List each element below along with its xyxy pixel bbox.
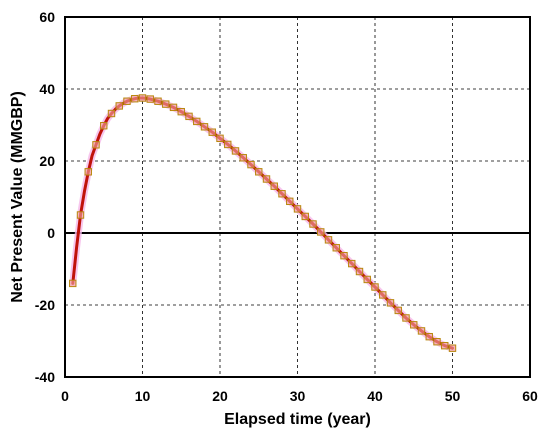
y-axis-title: Net Present Value (MMGBP) [9, 91, 26, 303]
data-point-marker [379, 291, 387, 299]
y-tick-label: 0 [47, 225, 55, 241]
x-tick-label: 0 [61, 388, 69, 404]
data-point-marker [386, 299, 395, 307]
plot-area-frame [64, 16, 531, 378]
data-point-marker [239, 154, 247, 162]
data-point-marker [262, 175, 271, 183]
data-point-marker [309, 220, 317, 228]
data-point-marker [301, 212, 309, 221]
data-point-marker [255, 168, 263, 176]
data-point-marker [417, 327, 426, 335]
data-point-marker [84, 168, 92, 176]
data-point-marker [162, 100, 170, 108]
data-point-marker [115, 102, 123, 110]
y-tick-label: -20 [35, 297, 55, 313]
data-point-marker [363, 275, 371, 284]
data-point-marker [123, 97, 131, 105]
data-point-marker [317, 228, 325, 236]
data-point-marker [224, 140, 232, 149]
data-point-marker [100, 122, 108, 130]
data-point-marker [169, 103, 178, 112]
data-point-marker [348, 259, 356, 268]
data-point-marker [131, 95, 139, 103]
data-point-marker [76, 211, 85, 219]
x-tick-label: 40 [367, 388, 383, 404]
data-point-marker [332, 244, 340, 252]
y-tick-label: 40 [39, 81, 55, 97]
x-tick-label: 60 [522, 388, 538, 404]
data-point-marker [138, 94, 147, 102]
data-point-marker [286, 197, 294, 206]
data-point-marker [340, 251, 348, 260]
data-point-marker [324, 236, 333, 244]
data-point-marker [410, 321, 418, 329]
data-point-marker [193, 117, 201, 126]
x-axis-title: Elapsed time (year) [224, 411, 371, 428]
data-point-marker [177, 107, 185, 116]
data-point-marker [92, 141, 100, 149]
y-tick-label: -40 [35, 369, 55, 385]
series-markers [69, 94, 457, 352]
data-point-marker [107, 109, 116, 118]
data-point-marker [231, 147, 240, 155]
gridlines [65, 17, 530, 377]
tick-labels: 0 10 20 30 40 50 60 -40 -20 0 20 40 60 [35, 9, 538, 404]
data-point-marker [448, 344, 457, 352]
data-point-marker [425, 332, 433, 341]
data-point-marker [293, 205, 302, 213]
data-point-marker [185, 112, 193, 121]
data-point-marker [355, 267, 364, 276]
data-point-marker [402, 314, 410, 322]
data-point-marker [216, 134, 224, 143]
data-point-marker [146, 95, 154, 103]
x-tick-label: 20 [212, 388, 228, 404]
data-point-marker [154, 97, 162, 105]
y-tick-label: 20 [39, 153, 55, 169]
y-tick-label: 60 [39, 9, 55, 25]
data-point-marker [200, 123, 209, 131]
x-tick-label: 10 [135, 388, 151, 404]
data-point-marker [69, 279, 77, 288]
data-point-marker [441, 341, 449, 350]
data-point-marker [394, 306, 402, 315]
data-point-marker [278, 190, 286, 198]
data-point-marker [371, 283, 379, 291]
data-point-marker [247, 160, 255, 169]
data-point-marker [208, 128, 216, 136]
x-tick-label: 50 [445, 388, 461, 404]
data-point-marker [270, 182, 278, 190]
data-point-marker [433, 338, 441, 346]
x-tick-label: 30 [290, 388, 306, 404]
